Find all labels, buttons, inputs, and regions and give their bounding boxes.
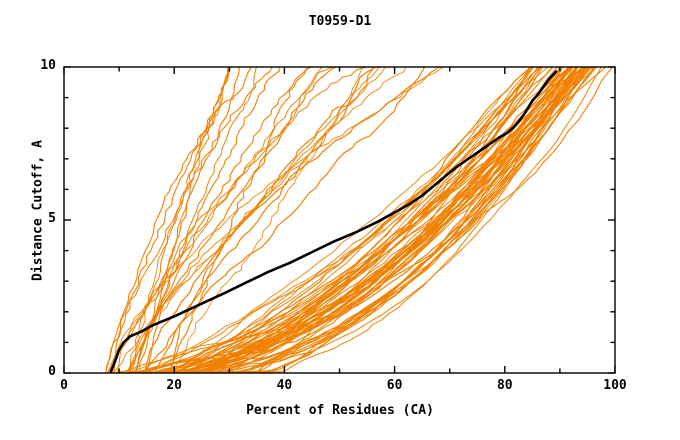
y-tick-label-0: 0 [48,364,56,379]
x-tick-label-80: 80 [496,378,513,393]
x-axis-label: Percent of Residues (CA) [246,403,434,418]
axis-frame-layer [63,66,616,374]
x-tick-label-0: 0 [60,378,68,393]
chart-title: T0959-D1 [308,14,372,29]
x-tick-label-40: 40 [276,378,293,393]
x-tick-label-60: 60 [386,378,403,393]
x-tick-label-100: 100 [603,378,627,393]
y-tick-label-10: 10 [40,58,56,73]
highlighted-prediction-curve [109,70,558,373]
ensemble-curves-layer [105,66,613,374]
x-tick-label-20: 20 [166,378,183,393]
y-tick-label-5: 5 [48,211,56,226]
